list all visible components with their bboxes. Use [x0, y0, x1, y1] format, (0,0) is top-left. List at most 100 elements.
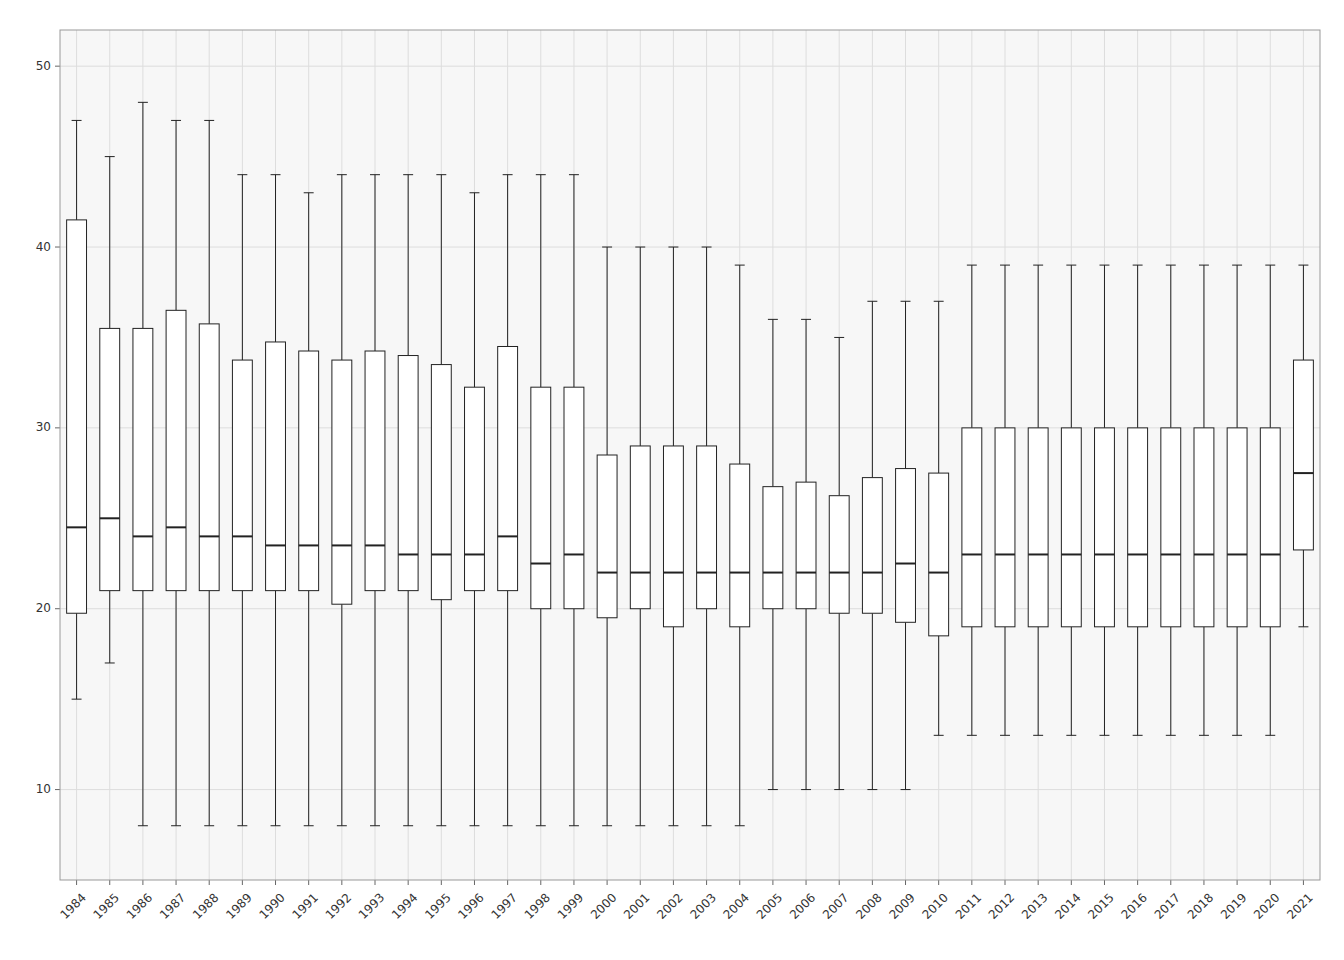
y-grid-line: [60, 247, 1320, 248]
lower-whisker: [1270, 627, 1271, 736]
x-tick-label: 1995: [422, 890, 453, 921]
lower-whisker: [1303, 550, 1304, 627]
box: [1095, 428, 1115, 627]
box: [1161, 428, 1181, 627]
chart: 1020304050198419851986198719881989199019…: [0, 0, 1344, 960]
x-tick: [209, 880, 210, 885]
y-tick-label: 10: [36, 782, 51, 796]
box: [133, 328, 153, 590]
lower-cap: [801, 789, 811, 790]
lower-whisker: [1071, 627, 1072, 736]
y-tick: [55, 789, 60, 790]
x-tick-label: 2005: [754, 890, 785, 921]
median-line: [1161, 553, 1181, 555]
lower-cap: [867, 789, 877, 790]
box: [465, 387, 485, 590]
x-tick: [242, 880, 243, 885]
x-tick-label: 2018: [1185, 890, 1216, 921]
lower-whisker: [1203, 627, 1204, 736]
lower-whisker: [1005, 627, 1006, 736]
lower-cap: [138, 825, 148, 826]
upper-whisker: [1005, 265, 1006, 428]
lower-cap: [271, 825, 281, 826]
lower-whisker: [905, 622, 906, 789]
upper-cap: [635, 247, 645, 248]
lower-cap: [436, 825, 446, 826]
median-line: [730, 572, 750, 574]
x-tick: [76, 880, 77, 885]
lower-whisker: [806, 609, 807, 790]
lower-cap: [1199, 735, 1209, 736]
lower-whisker: [938, 636, 939, 735]
x-tick-label: 2016: [1118, 890, 1149, 921]
upper-cap: [668, 247, 678, 248]
lower-whisker: [540, 609, 541, 826]
upper-whisker: [441, 175, 442, 365]
lower-cap: [105, 662, 115, 663]
lower-whisker: [1038, 627, 1039, 736]
y-tick: [55, 608, 60, 609]
box: [232, 360, 252, 591]
lower-cap: [1265, 735, 1275, 736]
median-line: [498, 535, 518, 537]
lower-whisker: [109, 591, 110, 663]
box: [498, 346, 518, 590]
median-line: [133, 535, 153, 537]
upper-cap: [436, 174, 446, 175]
box: [1028, 428, 1048, 627]
box-group: [896, 301, 916, 789]
x-grid-line: [938, 30, 939, 880]
x-tick: [142, 880, 143, 885]
upper-whisker: [573, 175, 574, 388]
x-tick: [806, 880, 807, 885]
x-tick-label: 2006: [787, 890, 818, 921]
y-grid-line: [60, 66, 1320, 67]
box-group: [67, 120, 87, 699]
x-grid-line: [806, 30, 807, 880]
upper-whisker: [1038, 265, 1039, 428]
upper-whisker: [507, 175, 508, 347]
lower-cap: [934, 735, 944, 736]
upper-whisker: [474, 193, 475, 387]
box-group: [332, 175, 352, 826]
lower-whisker: [142, 591, 143, 826]
lower-cap: [304, 825, 314, 826]
x-tick: [176, 880, 177, 885]
x-grid-line: [905, 30, 906, 880]
box-group: [531, 175, 551, 826]
median-line: [431, 553, 451, 555]
x-grid-line: [872, 30, 873, 880]
lower-whisker: [872, 613, 873, 789]
box-group: [1260, 265, 1280, 735]
y-tick-label: 40: [36, 240, 51, 254]
upper-whisker: [209, 120, 210, 323]
upper-whisker: [308, 193, 309, 351]
median-line: [995, 553, 1015, 555]
upper-cap: [470, 192, 480, 193]
box-group: [796, 319, 816, 789]
lower-cap: [834, 789, 844, 790]
lower-whisker: [474, 591, 475, 826]
x-tick-label: 1993: [356, 890, 387, 921]
box: [697, 446, 717, 609]
upper-whisker: [408, 175, 409, 356]
x-tick-label: 2019: [1218, 890, 1249, 921]
box: [531, 387, 551, 609]
upper-cap: [735, 265, 745, 266]
x-grid-line: [839, 30, 840, 880]
x-grid-line: [739, 30, 740, 880]
box-group: [663, 247, 683, 826]
axes: 1020304050198419851986198719881989199019…: [36, 30, 1320, 922]
box-group: [398, 175, 418, 826]
chart-container: 1020304050198419851986198719881989199019…: [0, 0, 1344, 960]
x-tick-label: 2000: [588, 890, 619, 921]
box-group: [630, 247, 650, 826]
x-tick: [1038, 880, 1039, 885]
median-line: [1028, 553, 1048, 555]
lower-whisker: [275, 591, 276, 826]
lower-whisker: [1237, 627, 1238, 736]
x-tick: [1237, 880, 1238, 885]
lower-whisker: [1170, 627, 1171, 736]
median-line: [896, 563, 916, 565]
lower-whisker: [308, 591, 309, 826]
